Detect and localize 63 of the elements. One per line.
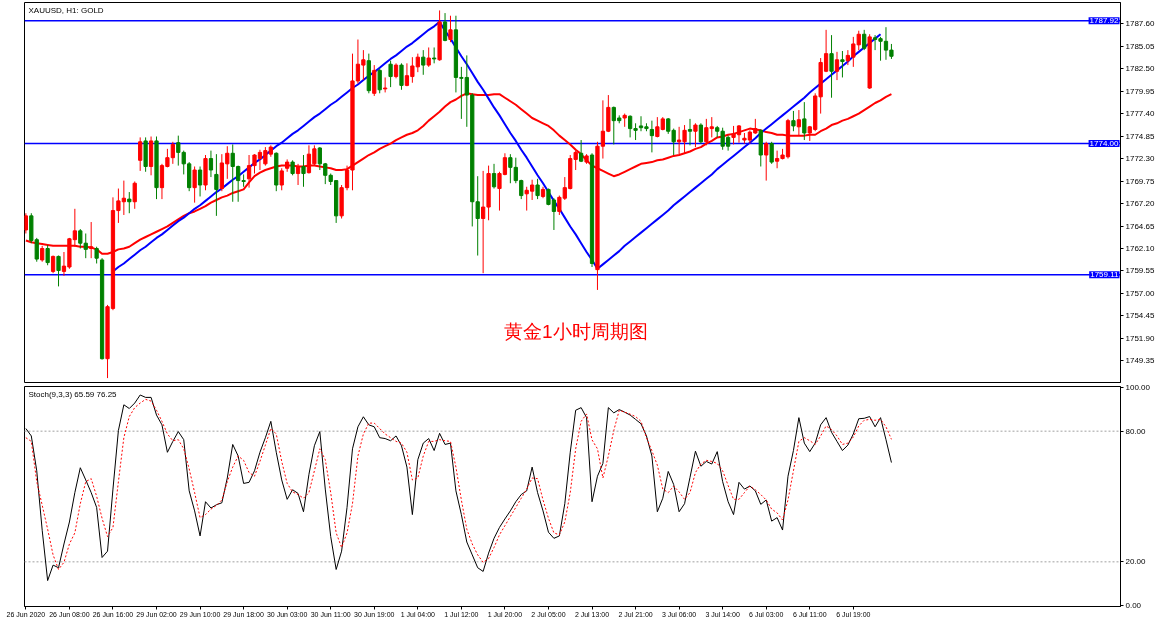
candlestick: [24, 212, 28, 234]
y-tick-label: 0.00: [1125, 600, 1142, 610]
candlestick: [791, 110, 796, 132]
candlestick: [442, 12, 448, 42]
candlestick: [649, 120, 655, 153]
y-tick-label: 100.00: [1125, 383, 1151, 393]
candlestick: [377, 68, 382, 94]
y-tick-label: 1774.85: [1125, 131, 1155, 141]
candlestick: [802, 101, 807, 141]
y-tick-label: 80.00: [1125, 426, 1147, 436]
candlestick: [295, 163, 301, 186]
candlestick: [491, 163, 497, 190]
candlestick: [432, 46, 437, 64]
y-tick-label: 1772.30: [1125, 154, 1155, 164]
y-tick-label: 1767.20: [1125, 199, 1155, 209]
y-tick-label: 1762.10: [1125, 243, 1155, 253]
candlestick: [388, 60, 393, 88]
candlestick: [214, 153, 219, 217]
candlestick: [840, 50, 845, 78]
y-tick-label: 1787.60: [1125, 19, 1155, 29]
candlestick: [399, 62, 404, 91]
y-tick-label: 1782.50: [1125, 64, 1155, 74]
y-tick-label: 1777.40: [1125, 109, 1155, 119]
y-tick-label: 1785.05: [1125, 41, 1155, 51]
candlestick: [56, 255, 61, 287]
y-tick-label: 1769.75: [1125, 176, 1155, 186]
y-tick-label: 1764.65: [1125, 221, 1155, 231]
chart-title: Stoch(9,3,3) 65.59 76.25: [28, 389, 118, 399]
ref-line-label: 1759.11: [1090, 270, 1120, 280]
candlestick: [192, 165, 197, 204]
y-tick-label: 1751.90: [1125, 333, 1155, 343]
candlestick: [301, 154, 306, 188]
y-tick-label: 1759.55: [1125, 266, 1155, 276]
candlestick: [834, 51, 840, 81]
candlestick: [197, 165, 203, 197]
candlestick: [862, 29, 867, 51]
candlestick: [426, 46, 431, 68]
candlestick: [769, 141, 774, 165]
y-tick-label: 1757.00: [1125, 288, 1155, 298]
candlestick: [279, 167, 284, 191]
ref-line-label: 1774.00: [1089, 139, 1120, 149]
candlestick: [132, 180, 137, 210]
y-tick-label: 1749.35: [1125, 356, 1155, 366]
candlestick: [45, 244, 50, 266]
annotation: 黄金1小时周期图: [504, 321, 648, 343]
candlestick: [698, 122, 704, 145]
ref-line-label: 1787.92: [1089, 16, 1120, 26]
candlestick: [448, 15, 453, 43]
candlestick: [764, 141, 769, 182]
y-tick-label: 20.00: [1125, 557, 1147, 567]
chart-title: XAUUSD, H1: GOLD: [28, 5, 104, 15]
candlestick: [208, 150, 214, 178]
candlestick: [829, 34, 834, 99]
candlestick: [535, 178, 540, 200]
candlestick: [796, 109, 802, 137]
candlestick: [421, 49, 426, 76]
y-tick-label: 1779.95: [1125, 86, 1155, 96]
y-tick-label: 1754.45: [1125, 311, 1155, 321]
candlestick: [693, 122, 698, 148]
candlestick: [127, 191, 132, 214]
candlestick: [687, 118, 693, 146]
candlestick: [372, 64, 377, 97]
candlestick: [138, 136, 143, 172]
